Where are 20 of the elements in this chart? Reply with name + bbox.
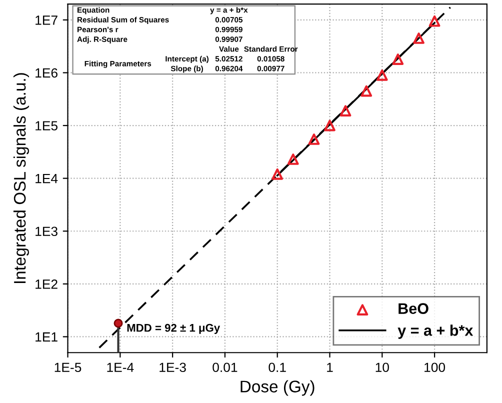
- y-tick-label: 1E2: [36, 279, 58, 289]
- annotation: MDD = 92 ± 1 μGy: [127, 324, 220, 334]
- x-tick-label: 100: [424, 362, 446, 372]
- x-tick-label: 0.1: [268, 362, 286, 372]
- y-tick-label: 1E5: [36, 121, 58, 130]
- y-tick-label: 1E4: [36, 174, 58, 184]
- legend-label: BeO: [398, 303, 428, 314]
- y-tick-label: 1E1: [36, 332, 58, 342]
- y-tick-label: 1E7: [36, 16, 58, 25]
- y-tick-label: 1E6: [36, 68, 58, 78]
- x-axis-title: Dose (Gy): [240, 380, 314, 396]
- y-tick-label: 1E3: [36, 226, 58, 236]
- x-tick-label: 1E-5: [54, 362, 82, 372]
- x-tick-label: 10: [376, 362, 389, 372]
- x-tick-label: 1E-4: [107, 362, 134, 372]
- y-axis-title: Integrated OSL signals (a.u.): [13, 73, 30, 284]
- x-tick-label: 0.01: [212, 362, 238, 372]
- legend-label: y = a + b*x: [398, 324, 474, 339]
- x-tick-label: 1: [327, 362, 333, 372]
- x-tick-label: 1E-3: [160, 362, 186, 372]
